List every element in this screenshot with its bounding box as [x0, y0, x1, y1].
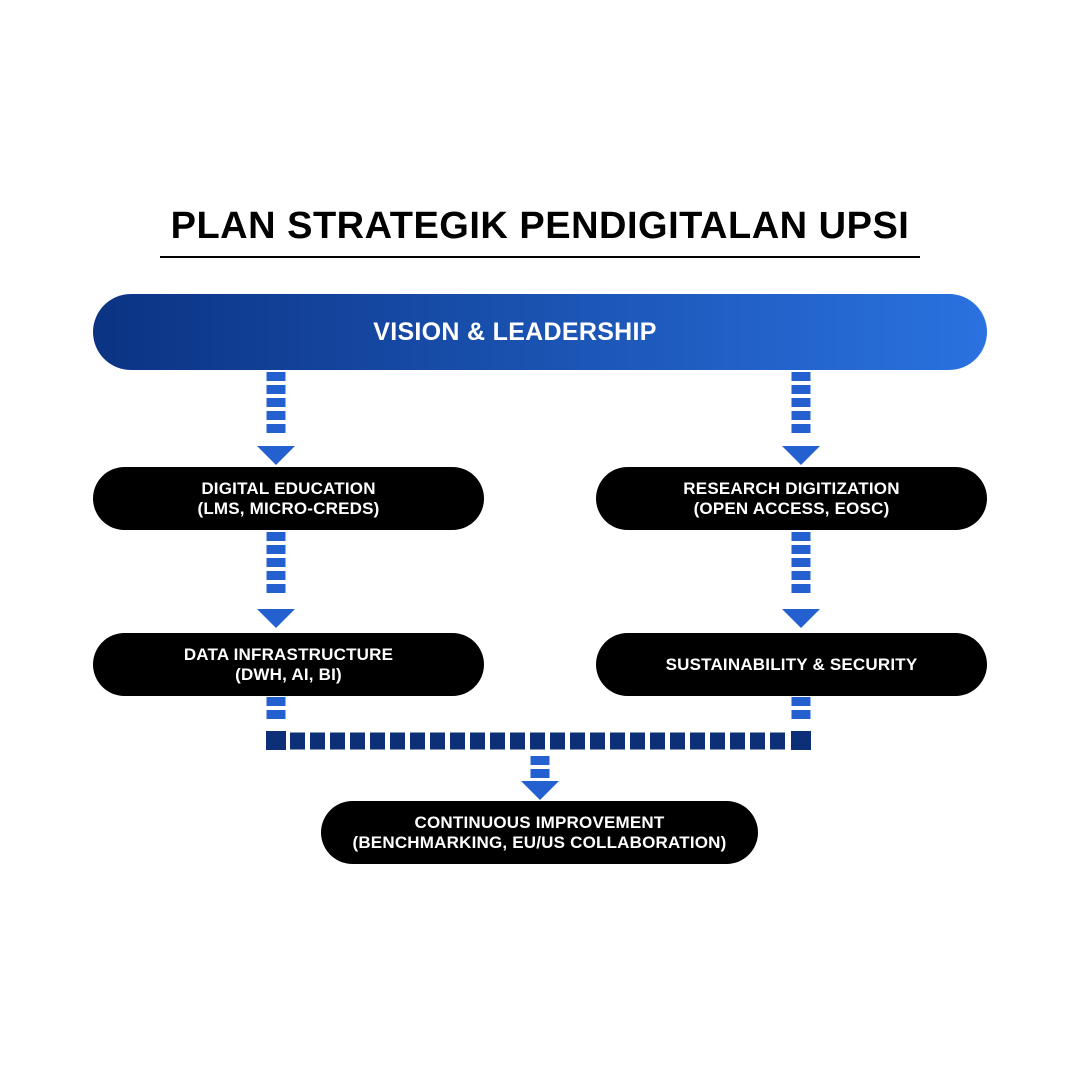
- merge-bar-dash: [690, 732, 705, 750]
- connector-dash: [266, 424, 286, 433]
- merge-bar-dash: [550, 732, 565, 750]
- arrow-head-icon: [257, 609, 295, 628]
- merge-bar-dash: [410, 732, 425, 750]
- sustainability-security-node: SUSTAINABILITY & SECURITY: [596, 633, 987, 696]
- arrow-head-icon: [521, 781, 559, 800]
- merge-bar-dash: [310, 732, 325, 750]
- vision-leadership-label: VISION & LEADERSHIP: [373, 317, 657, 346]
- merge-bar-dash: [470, 732, 485, 750]
- merge-bar-dash: [750, 732, 765, 750]
- sustainability-security-title: SUSTAINABILITY & SECURITY: [665, 654, 918, 674]
- merge-bar-dash: [330, 732, 345, 750]
- connector-dash: [266, 710, 286, 719]
- merge-bar-dash: [650, 732, 665, 750]
- connector-dash: [530, 769, 550, 778]
- connector-dash: [791, 545, 811, 554]
- connector-dash: [791, 398, 811, 407]
- research-digitization-node: RESEARCH DIGITIZATION (OPEN ACCESS, EOSC…: [596, 467, 987, 530]
- merge-bar-dash: [630, 732, 645, 750]
- connector-dash: [791, 697, 811, 706]
- continuous-improvement-title: CONTINUOUS IMPROVEMENT: [414, 812, 665, 832]
- arrow-head-icon: [782, 446, 820, 465]
- merge-bar-dash: [710, 732, 725, 750]
- merge-bar-dash: [770, 732, 785, 750]
- merge-bar-dash: [450, 732, 465, 750]
- connector-dash: [266, 558, 286, 567]
- connector-dash: [266, 532, 286, 541]
- connector-dash: [266, 571, 286, 580]
- continuous-improvement-detail: (BENCHMARKING, EU/US COLLABORATION): [352, 832, 727, 852]
- research-digitization-detail: (OPEN ACCESS, EOSC): [693, 498, 890, 518]
- connector-dash: [791, 411, 811, 420]
- connector-dash: [791, 372, 811, 381]
- data-infrastructure-detail: (DWH, AI, BI): [235, 664, 342, 684]
- data-infrastructure-node: DATA INFRASTRUCTURE (DWH, AI, BI): [93, 633, 484, 696]
- merge-bar-dash: [370, 732, 385, 750]
- continuous-improvement-node: CONTINUOUS IMPROVEMENT (BENCHMARKING, EU…: [321, 801, 758, 864]
- connector-dash: [791, 532, 811, 541]
- connector-dash: [266, 545, 286, 554]
- merge-bar-dash: [490, 732, 505, 750]
- research-digitization-title: RESEARCH DIGITIZATION: [683, 478, 900, 498]
- merge-bar-dash: [570, 732, 585, 750]
- data-infrastructure-title: DATA INFRASTRUCTURE: [183, 644, 394, 664]
- merge-corner: [266, 731, 286, 750]
- merge-bar-dash: [430, 732, 445, 750]
- arrow-head-icon: [782, 609, 820, 628]
- merge-bar-dash: [590, 732, 605, 750]
- connector-dash: [791, 385, 811, 394]
- digital-education-detail: (LMS, MICRO-CREDS): [197, 498, 380, 518]
- connector-dash: [791, 558, 811, 567]
- connector-dash: [791, 584, 811, 593]
- merge-bar-dash: [530, 732, 545, 750]
- connector-dash: [791, 571, 811, 580]
- connector-dash: [791, 710, 811, 719]
- connector-dash: [791, 424, 811, 433]
- connector-dash: [266, 697, 286, 706]
- diagram-title: PLAN STRATEGIK PENDIGITALAN UPSI: [170, 205, 910, 247]
- digital-education-title: DIGITAL EDUCATION: [201, 478, 376, 498]
- connector-dash: [266, 584, 286, 593]
- connector-dash: [266, 385, 286, 394]
- merge-bar-dash: [390, 732, 405, 750]
- merge-corner: [791, 731, 811, 750]
- merge-bar-dash: [290, 732, 305, 750]
- merge-bar-dash: [730, 732, 745, 750]
- merge-bar-dash: [670, 732, 685, 750]
- connector-dash: [266, 398, 286, 407]
- title-underline: [160, 256, 920, 258]
- merge-bar-dash: [350, 732, 365, 750]
- connector-dash: [530, 756, 550, 765]
- vision-leadership-banner: VISION & LEADERSHIP: [93, 294, 987, 370]
- merge-bar-dash: [510, 732, 525, 750]
- connector-dash: [266, 411, 286, 420]
- merge-bar-dash: [610, 732, 625, 750]
- arrow-head-icon: [257, 446, 295, 465]
- connector-dash: [266, 372, 286, 381]
- digital-education-node: DIGITAL EDUCATION (LMS, MICRO-CREDS): [93, 467, 484, 530]
